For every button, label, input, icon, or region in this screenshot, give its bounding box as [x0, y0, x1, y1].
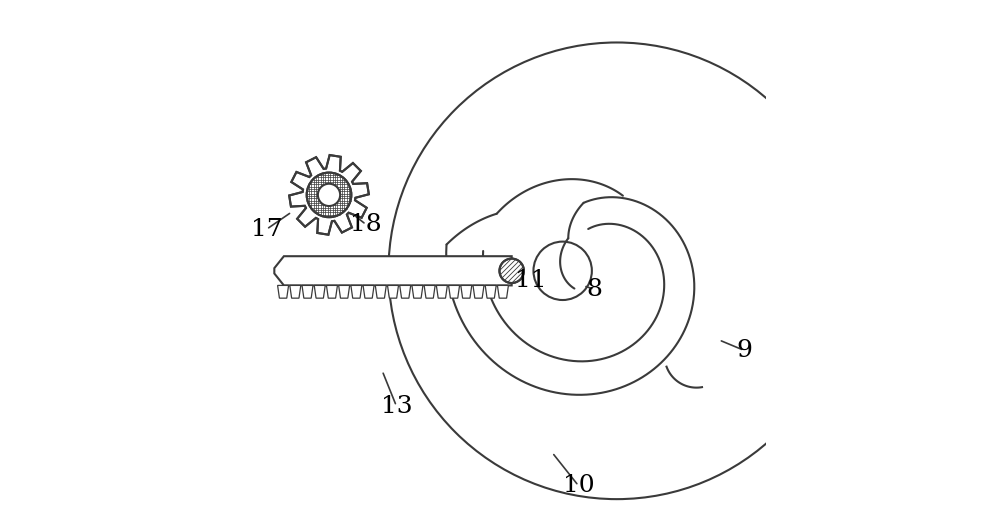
Text: 8: 8 [587, 278, 602, 301]
Polygon shape [400, 286, 411, 298]
Polygon shape [274, 256, 512, 286]
Polygon shape [473, 286, 484, 298]
Polygon shape [424, 286, 435, 298]
Polygon shape [388, 286, 398, 298]
Text: 13: 13 [381, 395, 412, 418]
Polygon shape [363, 286, 374, 298]
Text: 9: 9 [736, 339, 752, 362]
Polygon shape [289, 155, 369, 235]
Text: 10: 10 [563, 474, 594, 498]
Text: 17: 17 [251, 218, 282, 241]
Polygon shape [497, 286, 508, 298]
Circle shape [499, 259, 524, 283]
Polygon shape [461, 286, 472, 298]
Polygon shape [278, 286, 289, 298]
Polygon shape [339, 286, 350, 298]
Polygon shape [302, 286, 313, 298]
Circle shape [318, 184, 340, 206]
Polygon shape [485, 286, 496, 298]
Text: 18: 18 [350, 213, 382, 236]
Polygon shape [314, 286, 325, 298]
Polygon shape [290, 286, 301, 298]
Circle shape [307, 173, 351, 217]
Polygon shape [412, 286, 423, 298]
Polygon shape [351, 286, 362, 298]
Polygon shape [326, 286, 337, 298]
Polygon shape [375, 286, 386, 298]
Polygon shape [449, 286, 460, 298]
Circle shape [289, 155, 369, 235]
Polygon shape [436, 286, 447, 298]
Text: 11: 11 [515, 269, 547, 292]
